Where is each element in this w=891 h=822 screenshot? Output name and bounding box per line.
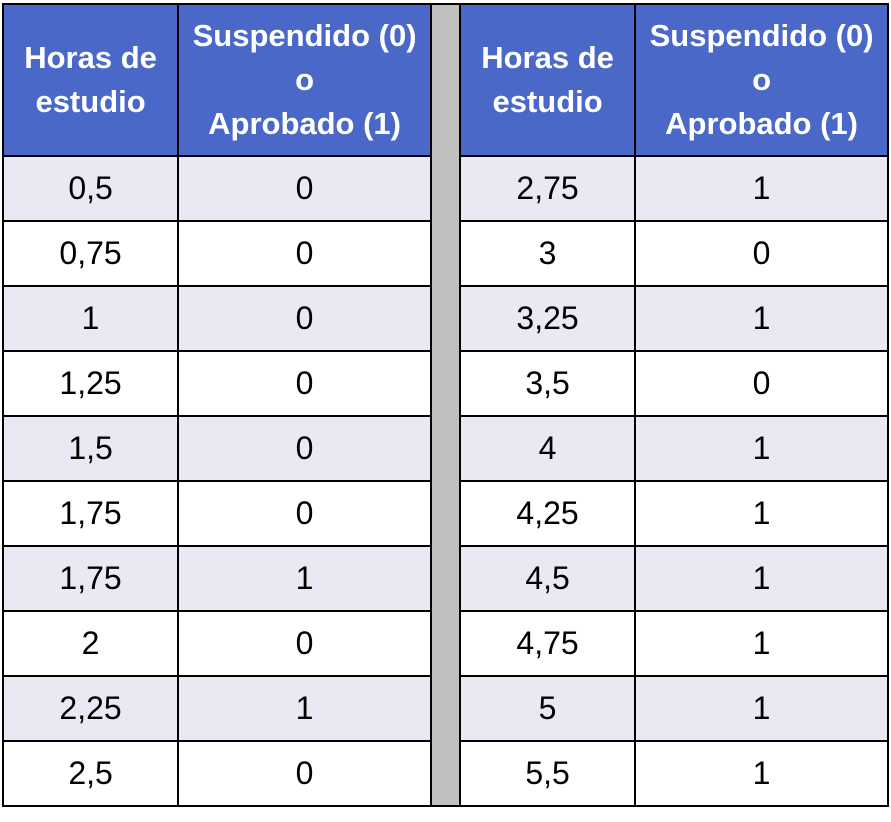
left-table: Horas de estudio Suspendido (0) o Aproba…	[1, 3, 432, 807]
result-cell: 0	[177, 285, 432, 352]
right-table-row: 2,75 1	[458, 155, 889, 222]
result-cell: 0	[634, 220, 889, 287]
result-cell: 1	[634, 285, 889, 352]
right-header-row: Horas de estudio Suspendido (0) o Aproba…	[458, 3, 889, 157]
left-table-row: 1,25 0	[1, 350, 432, 417]
result-cell: 1	[634, 480, 889, 547]
hours-cell: 1,25	[1, 350, 180, 417]
header-result-line3: Aprobado (1)	[208, 106, 401, 141]
table-separator	[432, 3, 459, 807]
hours-cell: 5	[458, 675, 637, 742]
left-table-body: 0,5 0 0,75 0 1 0 1,25 0 1,5 0 1,75 0 1,75 1 2 0 2,25 1 2,5…	[1, 155, 432, 807]
left-table-row: 0,5 0	[1, 155, 432, 222]
hours-cell: 2,25	[1, 675, 180, 742]
right-table: Horas de estudio Suspendido (0) o Aproba…	[458, 3, 889, 807]
result-cell: 1	[634, 545, 889, 612]
left-table-row: 1,5 0	[1, 415, 432, 482]
result-cell: 0	[177, 220, 432, 287]
header-result-line1: Suspendido (0)	[192, 18, 417, 53]
left-header-hours: Horas de estudio	[1, 3, 180, 157]
right-table-row: 5,5 1	[458, 740, 889, 807]
right-table-row: 3,25 1	[458, 285, 889, 352]
result-cell: 0	[177, 155, 432, 222]
hours-cell: 5,5	[458, 740, 637, 807]
hours-cell: 1	[1, 285, 180, 352]
right-table-body: 2,75 1 3 0 3,25 1 3,5 0 4 1 4,25 1 4,5 1 4,75 1 5 1 5,5 1	[458, 155, 889, 807]
header-result-line3: Aprobado (1)	[665, 106, 858, 141]
hours-cell: 2,5	[1, 740, 180, 807]
result-cell: 1	[177, 675, 432, 742]
hours-cell: 1,75	[1, 480, 180, 547]
result-cell: 0	[177, 740, 432, 807]
result-cell: 0	[177, 610, 432, 677]
hours-cell: 3,5	[458, 350, 637, 417]
study-hours-tables: Horas de estudio Suspendido (0) o Aproba…	[1, 3, 889, 807]
right-table-row: 4,25 1	[458, 480, 889, 547]
result-cell: 0	[634, 350, 889, 417]
hours-cell: 4,5	[458, 545, 637, 612]
result-cell: 1	[634, 610, 889, 677]
result-cell: 1	[634, 155, 889, 222]
result-cell: 0	[177, 415, 432, 482]
hours-cell: 0,5	[1, 155, 180, 222]
hours-cell: 2,75	[458, 155, 637, 222]
result-cell: 1	[177, 545, 432, 612]
right-header-result: Suspendido (0) o Aprobado (1)	[634, 3, 889, 157]
hours-cell: 4,25	[458, 480, 637, 547]
hours-cell: 1,75	[1, 545, 180, 612]
hours-cell: 3,25	[458, 285, 637, 352]
right-table-row: 4,75 1	[458, 610, 889, 677]
left-table-row: 1,75 1	[1, 545, 432, 612]
result-cell: 0	[177, 350, 432, 417]
header-result-line1: Suspendido (0)	[649, 18, 874, 53]
header-hours-label: Horas de estudio	[24, 40, 157, 119]
result-cell: 1	[634, 740, 889, 807]
right-table-row: 4,5 1	[458, 545, 889, 612]
left-table-row: 2,25 1	[1, 675, 432, 742]
left-table-row: 0,75 0	[1, 220, 432, 287]
hours-cell: 3	[458, 220, 637, 287]
result-cell: 0	[177, 480, 432, 547]
result-cell: 1	[634, 675, 889, 742]
header-hours-label: Horas de estudio	[481, 40, 614, 119]
left-table-row: 2,5 0	[1, 740, 432, 807]
result-cell: 1	[634, 415, 889, 482]
hours-cell: 4,75	[458, 610, 637, 677]
hours-cell: 4	[458, 415, 637, 482]
hours-cell: 2	[1, 610, 180, 677]
right-table-row: 3,5 0	[458, 350, 889, 417]
hours-cell: 0,75	[1, 220, 180, 287]
header-result-line2: o	[752, 62, 772, 97]
right-header-hours: Horas de estudio	[458, 3, 637, 157]
left-table-row: 1,75 0	[1, 480, 432, 547]
left-header-result: Suspendido (0) o Aprobado (1)	[177, 3, 432, 157]
header-result-line2: o	[295, 62, 315, 97]
hours-cell: 1,5	[1, 415, 180, 482]
left-header-row: Horas de estudio Suspendido (0) o Aproba…	[1, 3, 432, 157]
